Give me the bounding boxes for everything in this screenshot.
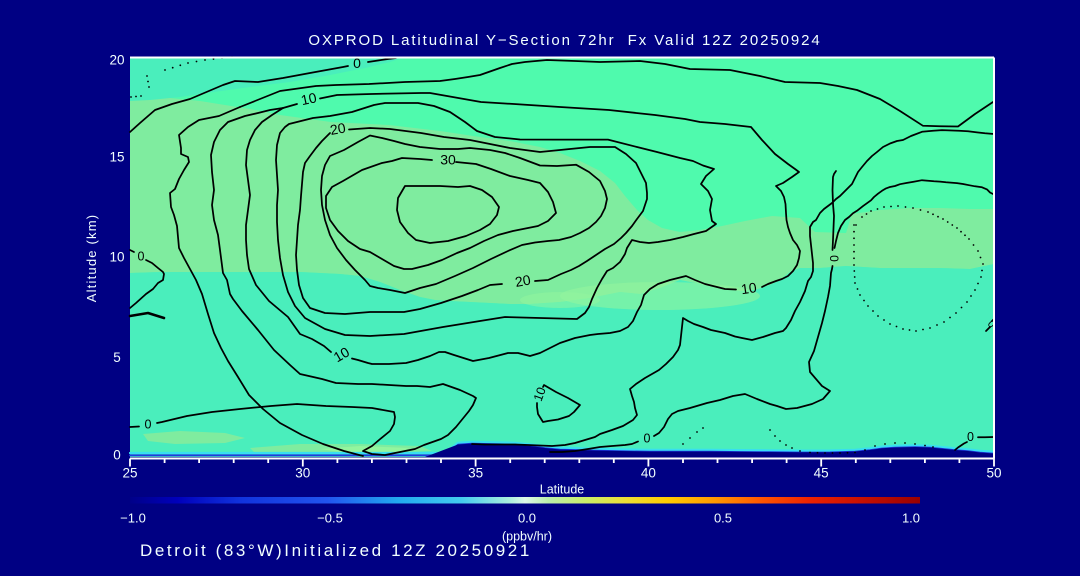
- svg-text:0: 0: [644, 431, 651, 445]
- svg-text:0: 0: [353, 55, 361, 71]
- svg-text:−0.5: −0.5: [317, 510, 343, 525]
- svg-text:0: 0: [967, 430, 974, 444]
- svg-text:0: 0: [138, 249, 145, 263]
- svg-text:45: 45: [814, 466, 829, 481]
- svg-text:15: 15: [109, 149, 124, 164]
- svg-text:(ppbv/hr): (ppbv/hr): [502, 529, 552, 543]
- svg-text:30: 30: [440, 152, 456, 168]
- svg-text:Detroit (83°W)Initialized 12Z: Detroit (83°W)Initialized 12Z 20250921: [140, 541, 532, 560]
- svg-text:20: 20: [109, 53, 124, 68]
- svg-text:50: 50: [986, 466, 1001, 481]
- svg-text:25: 25: [122, 466, 137, 481]
- svg-text:0.5: 0.5: [714, 510, 732, 525]
- svg-text:0: 0: [113, 448, 121, 463]
- svg-text:Latitude: Latitude: [540, 482, 585, 496]
- svg-text:10: 10: [109, 250, 124, 265]
- svg-text:30: 30: [295, 466, 310, 481]
- svg-text:Altitude (km): Altitude (km): [84, 214, 99, 303]
- svg-text:40: 40: [641, 466, 656, 481]
- svg-text:10: 10: [331, 343, 353, 365]
- svg-text:10: 10: [531, 385, 549, 403]
- svg-text:20: 20: [514, 271, 532, 289]
- svg-text:5: 5: [113, 350, 121, 365]
- svg-text:10: 10: [740, 279, 758, 297]
- svg-text:1.0: 1.0: [902, 510, 920, 525]
- svg-text:35: 35: [468, 466, 483, 481]
- svg-text:10: 10: [299, 89, 318, 108]
- svg-text:0: 0: [827, 255, 841, 262]
- svg-text:0: 0: [145, 417, 152, 431]
- svg-text:0.0: 0.0: [518, 510, 536, 525]
- svg-text:20: 20: [329, 119, 347, 137]
- svg-text:OXPROD Latitudinal Y−Section 7: OXPROD Latitudinal Y−Section 72hr Fx Val…: [308, 32, 821, 49]
- svg-text:−1.0: −1.0: [120, 510, 146, 525]
